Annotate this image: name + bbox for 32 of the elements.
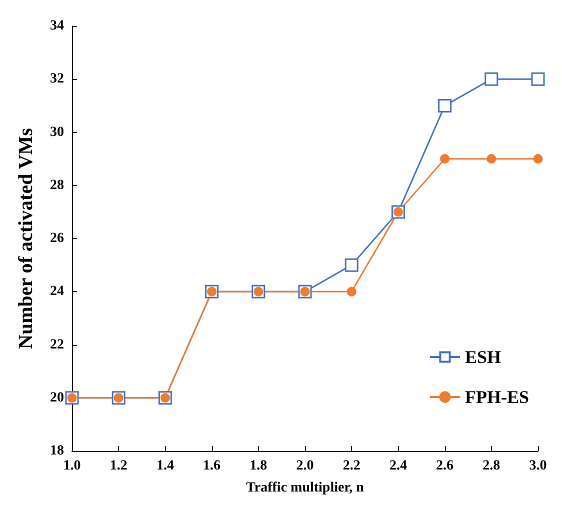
x-tick-label: 3.0 <box>529 458 547 474</box>
y-tick-label: 32 <box>50 72 64 87</box>
point <box>344 258 358 272</box>
x-tick-label: 1.2 <box>110 458 128 474</box>
x-tick-label: 2.6 <box>436 458 454 474</box>
y-axis-title: Number of activated VMs <box>15 128 37 349</box>
point <box>346 286 356 296</box>
x-tick-label: 2.0 <box>296 458 314 474</box>
legend-label: ESH <box>465 347 502 367</box>
y-tick-label: 20 <box>50 390 64 406</box>
x-tick-label: 1.6 <box>203 458 221 474</box>
x-tick-label: 2.4 <box>389 458 407 474</box>
x-axis-title: Traffic multiplier, n <box>246 480 364 496</box>
point <box>484 72 498 86</box>
point <box>533 154 543 164</box>
y-tick-label: 18 <box>50 444 64 458</box>
y-tick-label: 30 <box>50 124 64 140</box>
y-tick-label: 34 <box>50 18 64 34</box>
point <box>440 154 450 164</box>
y-tick-label: 22 <box>50 337 64 352</box>
point <box>438 98 452 112</box>
x-tick-label: 1.8 <box>250 458 268 474</box>
x-tick-label: 2.8 <box>482 458 500 474</box>
y-tick-label: 28 <box>50 178 64 193</box>
point <box>486 154 496 164</box>
y-tick-label: 26 <box>50 231 64 246</box>
x-tick-label: 1.4 <box>156 458 174 474</box>
y-tick-label: 24 <box>50 284 64 300</box>
legend-label: FPH-ES <box>465 387 530 407</box>
point <box>531 72 545 86</box>
x-tick-label: 2.2 <box>342 458 360 474</box>
x-tick-label: 1.0 <box>63 458 81 474</box>
